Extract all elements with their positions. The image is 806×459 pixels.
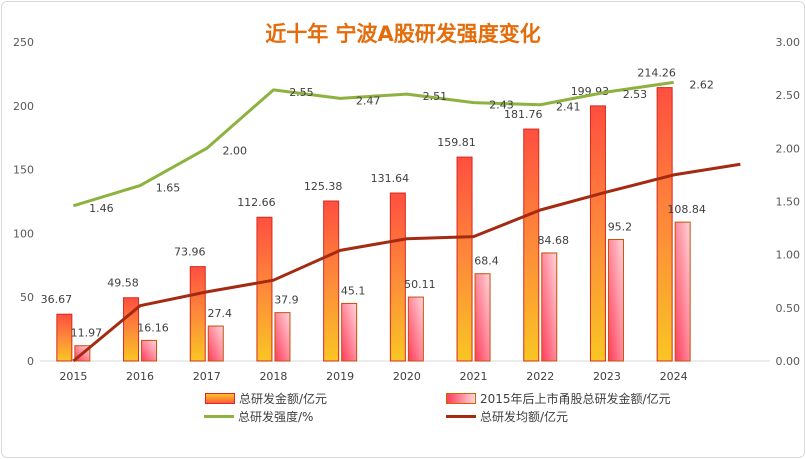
y-right-tick-label: 1.50 xyxy=(776,196,801,209)
legend-label: 2015年后上市甬股总研发金额/亿元 xyxy=(480,392,671,406)
y-right-tick-label: 0.00 xyxy=(776,355,801,368)
x-tick-label: 2023 xyxy=(593,370,621,383)
data-label-total-rd: 49.58 xyxy=(107,277,139,290)
x-tick-label: 2024 xyxy=(660,370,688,383)
legend-swatch xyxy=(204,415,234,418)
bar-total-rd xyxy=(56,313,73,362)
data-label-new-listed-rd: 68.4 xyxy=(474,255,499,268)
y-right-tick-label: 2.00 xyxy=(776,142,801,155)
data-label-total-rd: 73.96 xyxy=(174,246,206,259)
y-left-tick-label: 100 xyxy=(13,227,34,240)
data-label-new-listed-rd: 37.9 xyxy=(274,294,299,307)
y-left-tick-label: 0 xyxy=(27,355,34,368)
y-right-tick-label: 0.50 xyxy=(776,302,801,315)
x-tick-label: 2021 xyxy=(460,370,488,383)
bar-total-rd xyxy=(389,192,406,362)
bar-total-rd xyxy=(256,216,273,362)
data-label-rd-intensity: 2.62 xyxy=(689,78,714,91)
legend-item-total-rd: 总研发金额/亿元 xyxy=(205,390,327,407)
legend-swatch xyxy=(446,415,476,418)
legend-label: 总研发均额/亿元 xyxy=(480,410,569,424)
legend-swatch xyxy=(446,393,476,404)
data-label-total-rd: 36.67 xyxy=(41,293,73,306)
bar-new-listed-rd xyxy=(141,339,158,362)
x-tick-label: 2019 xyxy=(326,370,354,383)
line-avg-rd xyxy=(72,162,741,363)
data-label-rd-intensity: 2.41 xyxy=(556,101,581,114)
bar-new-listed-rd xyxy=(474,273,491,362)
bar-total-rd xyxy=(523,128,540,362)
y-left-tick-label: 50 xyxy=(20,291,34,304)
bar-new-listed-rd xyxy=(207,325,224,362)
bar-new-listed-rd xyxy=(274,312,291,362)
data-label-total-rd: 159.81 xyxy=(437,136,476,149)
data-label-new-listed-rd: 27.4 xyxy=(208,307,233,320)
bar-new-listed-rd xyxy=(674,221,691,362)
y-left-tick-label: 150 xyxy=(13,164,34,177)
data-label-total-rd: 214.26 xyxy=(637,67,676,80)
y-right-tick-label: 1.00 xyxy=(776,249,801,262)
x-tick-label: 2017 xyxy=(193,370,221,383)
data-label-rd-intensity: 1.46 xyxy=(89,202,114,215)
y-right-tick-label: 2.50 xyxy=(776,89,801,102)
data-label-rd-intensity: 2.51 xyxy=(423,90,448,103)
y-left-tick-label: 250 xyxy=(13,36,34,49)
x-tick-label: 2020 xyxy=(393,370,421,383)
data-label-new-listed-rd: 50.11 xyxy=(404,278,436,291)
bar-new-listed-rd xyxy=(341,302,358,362)
legend-swatch xyxy=(205,393,235,404)
x-tick-label: 2016 xyxy=(126,370,154,383)
data-label-new-listed-rd: 11.97 xyxy=(71,327,103,340)
data-label-rd-intensity: 1.65 xyxy=(156,182,181,195)
legend-item-avg-rd: 总研发均额/亿元 xyxy=(446,408,568,425)
y-left-tick-label: 200 xyxy=(13,100,34,113)
data-label-new-listed-rd: 84.68 xyxy=(538,234,570,247)
data-label-new-listed-rd: 16.16 xyxy=(137,321,169,334)
data-label-rd-intensity: 2.53 xyxy=(623,88,648,101)
data-label-rd-intensity: 2.43 xyxy=(489,99,514,112)
legend-item-rd-intensity: 总研发强度/% xyxy=(204,408,313,425)
legend-label: 总研发金额/亿元 xyxy=(239,392,328,406)
data-label-total-rd: 112.66 xyxy=(237,196,276,209)
x-tick-label: 2015 xyxy=(59,370,87,383)
data-label-new-listed-rd: 108.84 xyxy=(667,203,706,216)
data-label-new-listed-rd: 45.1 xyxy=(341,284,366,297)
data-label-rd-intensity: 2.47 xyxy=(356,94,381,107)
data-label-rd-intensity: 2.55 xyxy=(289,86,314,99)
chart-title: 近十年 宁波A股研发强度变化 xyxy=(265,22,541,46)
bar-total-rd xyxy=(189,266,206,362)
bar-total-rd xyxy=(589,105,606,362)
bar-total-rd xyxy=(456,156,473,362)
bar-total-rd xyxy=(123,297,140,362)
bar-total-rd xyxy=(656,87,673,362)
data-label-total-rd: 181.76 xyxy=(504,108,543,121)
legend-item-new-listed-rd: 2015年后上市甬股总研发金额/亿元 xyxy=(446,390,671,407)
x-tick-label: 2022 xyxy=(526,370,554,383)
bar-new-listed-rd xyxy=(541,252,558,362)
data-label-total-rd: 125.38 xyxy=(304,180,343,193)
legend-label: 总研发强度/% xyxy=(238,410,314,424)
x-tick-label: 2018 xyxy=(259,370,287,383)
line-rd-intensity xyxy=(72,80,674,208)
bar-total-rd xyxy=(323,200,340,362)
data-label-rd-intensity: 2.00 xyxy=(223,144,248,157)
bar-new-listed-rd xyxy=(607,239,624,362)
data-label-new-listed-rd: 95.2 xyxy=(608,221,633,234)
data-label-total-rd: 131.64 xyxy=(371,172,410,185)
bar-new-listed-rd xyxy=(407,296,424,362)
y-right-tick-label: 3.00 xyxy=(776,36,801,49)
